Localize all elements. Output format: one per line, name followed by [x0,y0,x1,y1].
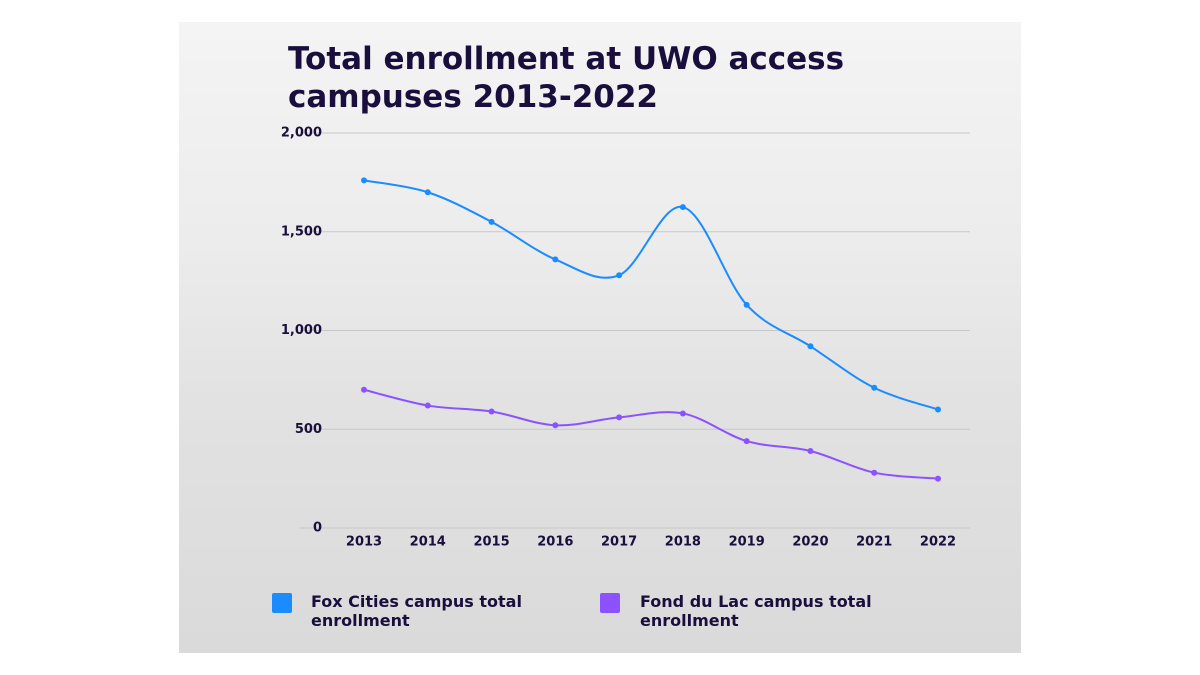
x-tick-label: 2017 [601,535,637,550]
data-point [616,414,623,421]
x-tick-label: 2016 [537,535,573,550]
y-tick-label: 0 [313,521,322,536]
data-point [871,469,878,476]
x-tick-label: 2019 [729,535,765,550]
data-point [552,256,559,263]
x-tick-label: 2013 [346,535,382,550]
data-point [743,438,750,445]
series-line [363,179,939,411]
chart-title: Total enrollment at UWO access campuses … [288,41,845,115]
x-tick-label: 2021 [856,535,892,550]
data-point [361,386,367,393]
legend-label: Fond du Lac campus total enrollment [640,592,872,630]
data-point [807,343,814,350]
y-tick-label: 1,000 [281,323,322,338]
data-point [807,447,814,454]
x-tick-label: 2020 [792,535,828,550]
data-point [424,402,431,409]
data-point [679,204,686,211]
x-tick-label: 2018 [665,535,701,550]
legend-swatch [600,593,620,613]
y-tick-label: 2,000 [281,126,322,141]
legend-label: Fox Cities campus total enrollment [311,592,522,630]
x-tick-label: 2015 [473,535,509,550]
data-point [743,301,750,308]
legend-swatch [272,593,292,613]
x-tick-label: 2022 [920,535,956,550]
background-photo [179,22,1021,653]
series-line [363,388,939,480]
data-point [679,410,686,417]
y-tick-label: 1,500 [281,224,322,239]
data-point [488,218,495,225]
data-point [935,406,941,413]
data-point [616,272,623,279]
data-point [871,384,878,391]
x-tick-label: 2014 [410,535,446,550]
data-point [935,475,941,482]
data-point [424,189,431,196]
y-tick-label: 500 [295,422,322,437]
data-point [488,408,495,415]
data-point [361,177,367,184]
data-point [552,422,559,429]
